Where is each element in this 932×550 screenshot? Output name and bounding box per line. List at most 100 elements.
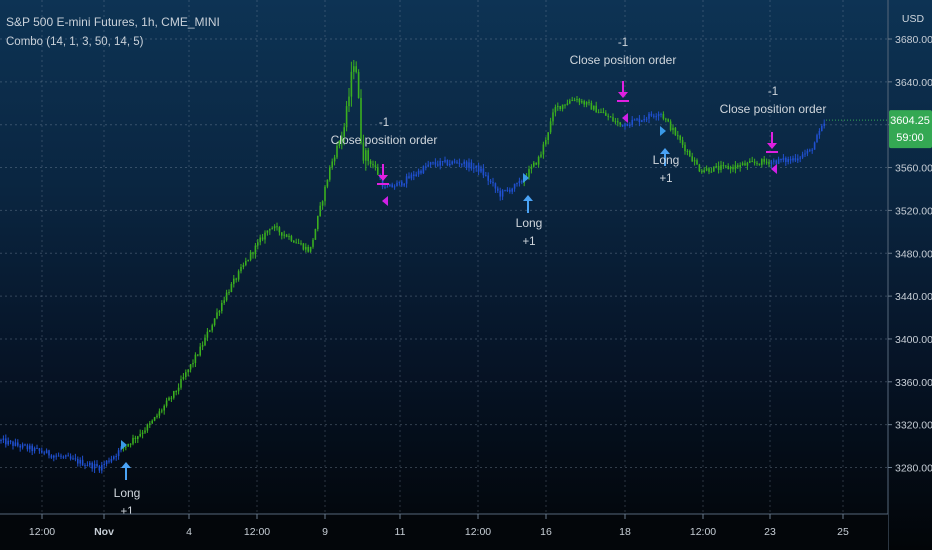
candle-body [468,162,470,168]
candle-body [417,170,420,175]
candle-body [125,446,127,448]
candle-body [156,415,158,418]
candle-body [662,113,665,119]
time-tick-label: 25 [837,526,849,538]
close-arrow-head [767,143,777,149]
indicator-legend[interactable]: Combo (14, 1, 3, 50, 14, 5) [6,36,144,48]
candle-body [245,260,247,265]
candle-body [434,162,437,165]
candle-body [521,181,523,183]
candle-body [710,171,713,173]
candle-body [593,105,595,110]
candle-body [621,124,624,127]
candle-body [264,232,266,240]
candle-body [151,420,153,424]
candle-body [381,178,384,187]
candle-body [293,240,295,243]
candle-body [57,455,60,457]
candle-body [137,436,139,439]
candle-body [108,460,110,462]
candle-body [180,379,182,388]
candle-body [213,318,216,326]
candle-body [269,229,271,231]
candle-body [573,99,576,101]
candle-body [540,154,542,157]
candle-body [350,71,353,97]
candle-body [374,165,377,168]
candle-body [233,278,235,284]
candle-body [477,165,480,172]
candle-body [288,236,290,238]
candle-body [669,121,672,131]
candle-body [681,140,684,145]
candle-body [749,161,751,163]
candle-body [533,162,535,167]
price-tick-label: 3520.00 [895,205,932,217]
candle-body [516,182,518,184]
candle-body [753,161,756,163]
candle-body [170,397,173,399]
candle-body [127,444,129,447]
candle-body [189,364,192,370]
candle-body [677,135,679,137]
candle-body [821,125,823,131]
candle-body [773,160,775,162]
candle-body [780,158,782,161]
time-tick-label: 9 [322,526,328,538]
candle-body [408,176,410,179]
candle-body [684,144,686,152]
candle-body [168,397,170,401]
candle-body [801,154,804,158]
candle-body [581,101,583,103]
symbol-title[interactable]: S&P 500 E-mini Futures, 1h, CME_MINI [6,15,220,29]
candle-body [489,180,492,182]
candle-body [163,405,165,411]
candle-body [777,158,780,164]
candle-body [199,346,201,356]
candle-body [744,163,746,166]
candle-body [665,118,667,120]
candle-body [518,181,521,183]
candle-body [465,161,468,168]
candle-body [105,460,108,464]
candle-body [660,113,662,115]
candle-body [192,363,194,365]
candle-body [201,345,204,347]
close-qty: -1 [379,117,389,129]
price-tick-label: 3320.00 [895,420,932,432]
candle-body [309,246,312,252]
candle-body [175,390,177,392]
candle-body [473,167,475,169]
candle-body [41,450,43,453]
time-tick-label: Nov [94,526,114,538]
candle-body [31,445,33,452]
candle-body [504,190,506,192]
candle-body [98,466,101,471]
candle-body [501,190,504,197]
candle-body [369,160,372,165]
candle-body [758,163,761,165]
candle-body [703,170,705,173]
price-tick-label: 3560.00 [895,163,932,175]
candle-body [261,237,264,240]
close-arrow-head [378,175,388,181]
candle-body [511,188,513,192]
candle-body [67,455,69,457]
candle-body [77,459,79,464]
candle-body [86,465,89,467]
time-tick-label: 12:00 [690,526,716,538]
candle-body [117,450,120,457]
price-tick-label: 3360.00 [895,377,932,389]
currency-label: USD [901,13,925,25]
time-tick-label: 16 [540,526,552,538]
long-label: Long [653,153,680,167]
candle-body [554,106,557,113]
candle-body [439,161,441,166]
candle-body [146,424,149,431]
candle-body [770,161,773,165]
candle-body [571,100,573,102]
candle-body [624,123,626,127]
candle-body [739,164,741,168]
